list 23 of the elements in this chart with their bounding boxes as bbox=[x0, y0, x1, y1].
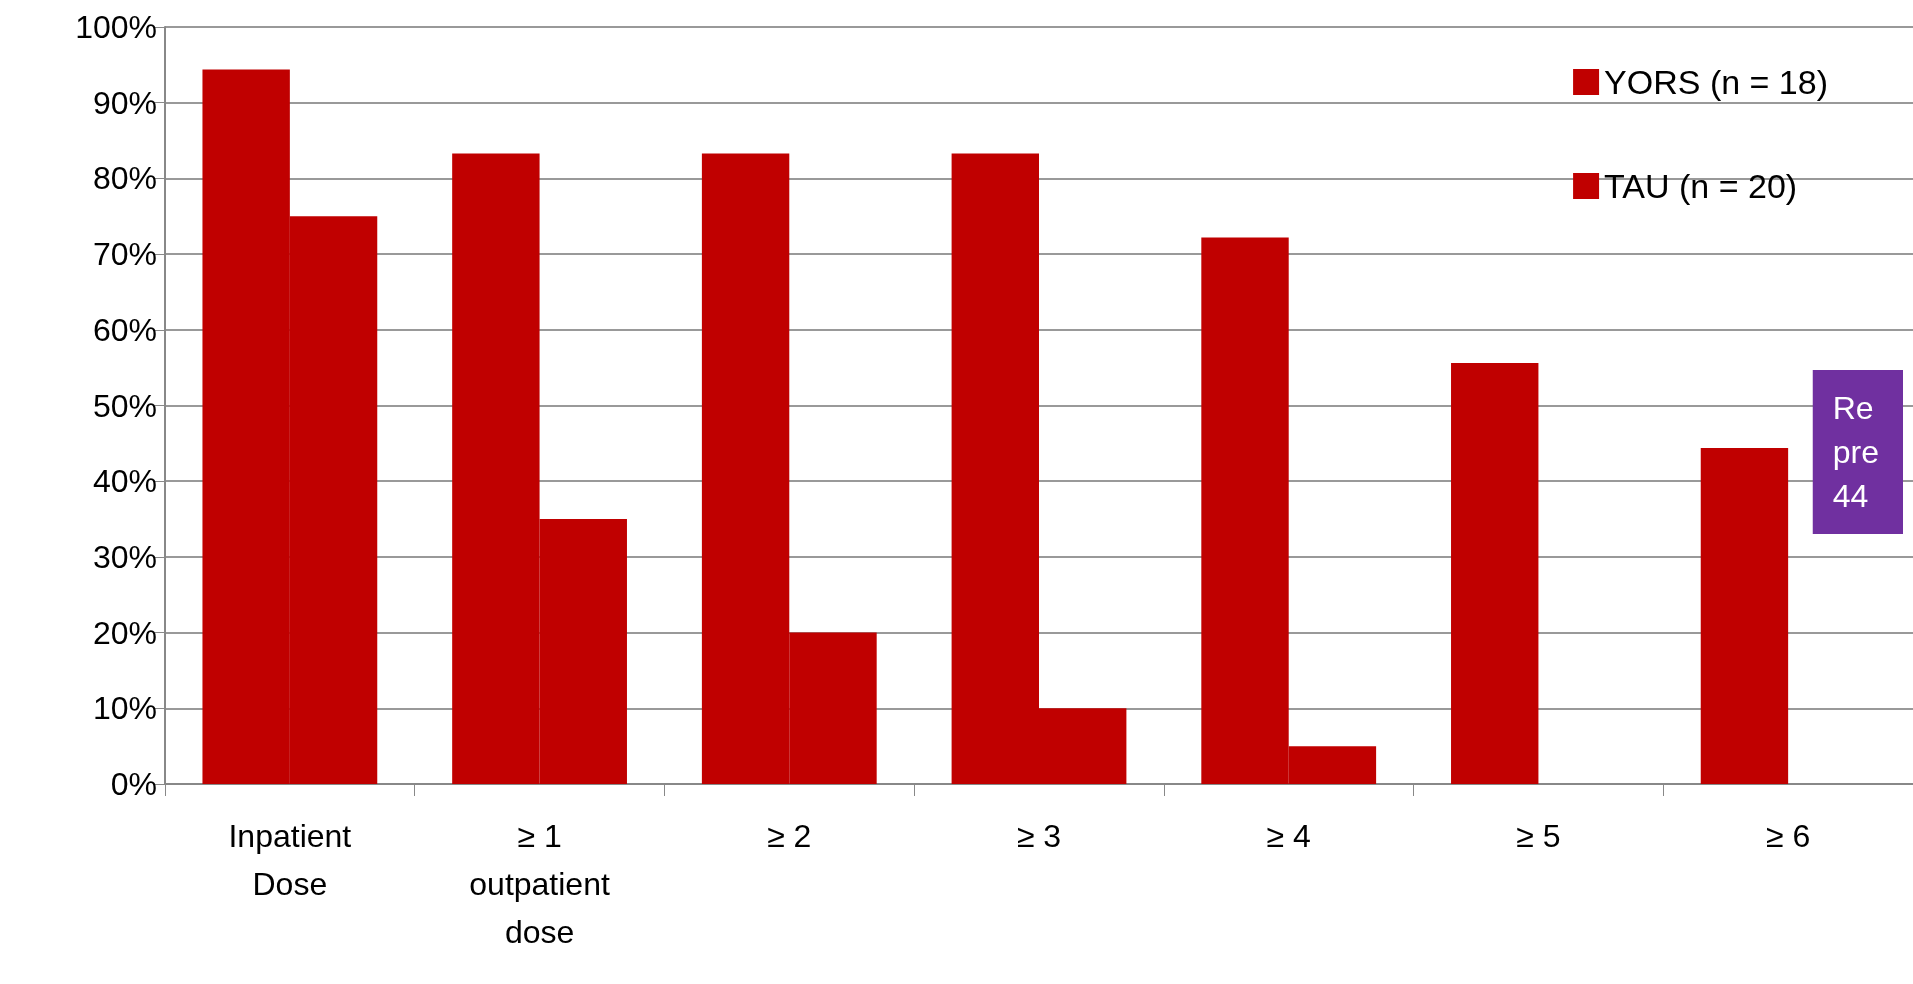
y-tick-label: 50% bbox=[92, 387, 157, 424]
y-tick-label: 70% bbox=[92, 236, 157, 273]
x-tick-label: ≥ 2 bbox=[767, 818, 812, 854]
y-tick-label: 60% bbox=[92, 311, 157, 348]
y-tick-label: 80% bbox=[92, 160, 157, 197]
y-tick-label: 20% bbox=[92, 614, 157, 651]
legend-label: YORS (n = 18) bbox=[1604, 63, 1828, 101]
y-tick-label: 10% bbox=[92, 690, 157, 727]
x-tick-label: Inpatient Dose bbox=[228, 818, 352, 902]
x-tick-label: ≥ 3 bbox=[1016, 818, 1062, 854]
y-tick-label: 30% bbox=[92, 538, 157, 575]
x-tick-label: ≥ 6 bbox=[1766, 818, 1811, 854]
bar bbox=[1451, 363, 1539, 784]
y-tick-label: 100% bbox=[75, 9, 157, 45]
y-tick-label: 0% bbox=[110, 766, 157, 802]
legend-label: TAU (n = 20) bbox=[1604, 167, 1798, 205]
x-tick-label: ≥ 1 outpatient dose bbox=[469, 818, 610, 950]
x-tick-label: ≥ 5 bbox=[1516, 818, 1561, 854]
x-tick-label: ≥ 4 bbox=[1266, 818, 1311, 854]
bar bbox=[1700, 447, 1789, 784]
y-tick-label: 40% bbox=[92, 463, 157, 500]
annotation: Re pre 44 bbox=[1832, 390, 1879, 514]
y-tick-label: 90% bbox=[92, 84, 157, 121]
